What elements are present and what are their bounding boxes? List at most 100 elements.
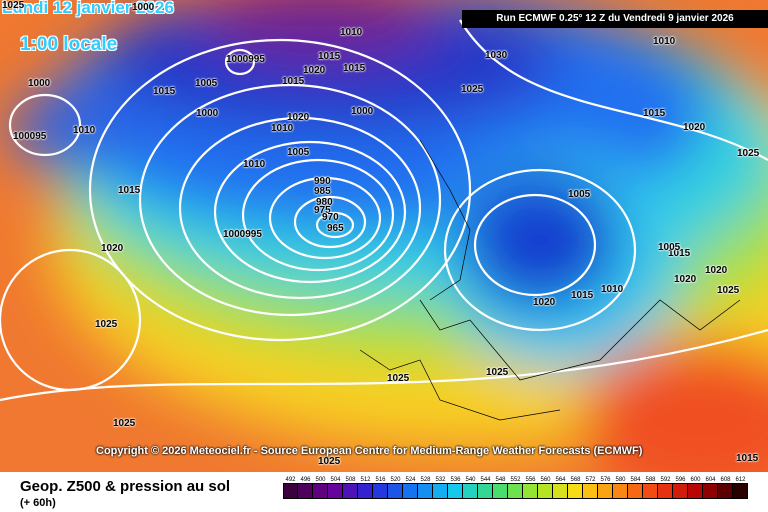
legend-value: 516 [375, 477, 386, 483]
isobar-label: 970 [322, 212, 339, 223]
legend-swatch [328, 483, 343, 499]
legend-value: 532 [435, 477, 446, 483]
legend-item: 532 [433, 477, 448, 499]
legend-value: 504 [330, 477, 341, 483]
legend-swatch [703, 483, 718, 499]
isobar-label: 1020 [683, 122, 706, 133]
legend-swatch [403, 483, 418, 499]
legend-item: 592 [658, 477, 673, 499]
legend-value: 528 [420, 477, 431, 483]
legend-item: 512 [358, 477, 373, 499]
legend-item: 612 [733, 477, 748, 499]
isobar-label: 1025 [737, 148, 760, 159]
legend-swatch [298, 483, 313, 499]
isobar-label: 1025 [95, 319, 118, 330]
legend-item: 540 [463, 477, 478, 499]
isobar-label: 1010 [243, 159, 266, 170]
isobar-label: 1000 [196, 108, 219, 119]
time: 1:00 locale [20, 34, 118, 55]
legend-value: 524 [405, 477, 416, 483]
run-info: Run ECMWF 0.25° 12 Z du Vendredi 9 janvi… [462, 10, 768, 28]
isobar-label: 1015 [153, 86, 176, 97]
legend-value: 608 [720, 477, 731, 483]
legend-value: 544 [480, 477, 491, 483]
legend-swatch [553, 483, 568, 499]
legend-item: 608 [718, 477, 733, 499]
legend-item: 560 [538, 477, 553, 499]
date: Lundi 12 janvier 2026 [2, 0, 174, 17]
legend-swatch [493, 483, 508, 499]
legend-swatch [463, 483, 478, 499]
legend-swatch [478, 483, 493, 499]
isobar-label: 1005 [568, 189, 591, 200]
legend-value: 500 [315, 477, 326, 483]
legend-swatch [508, 483, 523, 499]
isobar-label: 1025 [717, 285, 740, 296]
legend-swatch [658, 483, 673, 499]
legend-value: 560 [540, 477, 551, 483]
legend-value: 536 [450, 477, 461, 483]
isobar-label: 1015 [643, 108, 666, 119]
isobar-label: 1025 [2, 0, 25, 11]
legend-swatch [523, 483, 538, 499]
legend: 492 496 500 504 508 512 516 520 524 528 532 536 540 5… [283, 477, 748, 499]
isobar-label: 1005 [287, 147, 310, 158]
legend-swatch [598, 483, 613, 499]
legend-item: 524 [403, 477, 418, 499]
legend-swatch [283, 483, 298, 499]
isobar-label: 1025 [387, 373, 410, 384]
legend-value: 508 [345, 477, 356, 483]
footer-title: Geop. Z500 & pression au sol [20, 478, 231, 495]
isobar-label: 990 [314, 176, 331, 187]
legend-item: 536 [448, 477, 463, 499]
isobar-label: 1010 [653, 36, 676, 47]
legend-item: 548 [493, 477, 508, 499]
legend-swatch [343, 483, 358, 499]
legend-swatch [358, 483, 373, 499]
legend-value: 604 [705, 477, 716, 483]
legend-value: 580 [615, 477, 626, 483]
legend-item: 544 [478, 477, 493, 499]
legend-item: 520 [388, 477, 403, 499]
isobar-label: 1020 [101, 243, 124, 254]
legend-item: 588 [643, 477, 658, 499]
legend-item: 568 [568, 477, 583, 499]
isobar-label: 1020 [303, 65, 326, 76]
legend-swatch [673, 483, 688, 499]
legend-item: 528 [418, 477, 433, 499]
isobar-label: 1025 [113, 418, 136, 429]
isobar-label: 1020 [705, 265, 728, 276]
isobar-label: 1015 [118, 185, 141, 196]
legend-value: 564 [555, 477, 566, 483]
legend-swatch [433, 483, 448, 499]
map [0, 0, 768, 472]
legend-swatch [643, 483, 658, 499]
isobar-label: 1000995 [226, 54, 265, 65]
isobar-label: 1010 [601, 284, 624, 295]
isobar-label: 100095 [13, 131, 47, 142]
isobar-label: 980 [316, 197, 333, 208]
legend-swatch [568, 483, 583, 499]
legend-value: 512 [360, 477, 371, 483]
copyright: Copyright © 2026 Meteociel.fr - Source E… [96, 445, 643, 457]
legend-value: 496 [300, 477, 311, 483]
legend-item: 564 [553, 477, 568, 499]
legend-item: 576 [598, 477, 613, 499]
isobar-label: 1010 [271, 123, 294, 134]
legend-swatch [628, 483, 643, 499]
isobar-label: 1000 [28, 78, 51, 89]
isobar-label: 1015 [282, 76, 305, 87]
legend-item: 552 [508, 477, 523, 499]
legend-item: 492 [283, 477, 298, 499]
legend-value: 584 [630, 477, 641, 483]
isobar-label: 1005 [195, 78, 218, 89]
isobar-label: 1025 [318, 456, 341, 467]
legend-swatch [538, 483, 553, 499]
legend-swatch [583, 483, 598, 499]
legend-item: 600 [688, 477, 703, 499]
legend-item: 572 [583, 477, 598, 499]
legend-value: 568 [570, 477, 581, 483]
legend-swatch [733, 483, 748, 499]
legend-value: 552 [510, 477, 521, 483]
